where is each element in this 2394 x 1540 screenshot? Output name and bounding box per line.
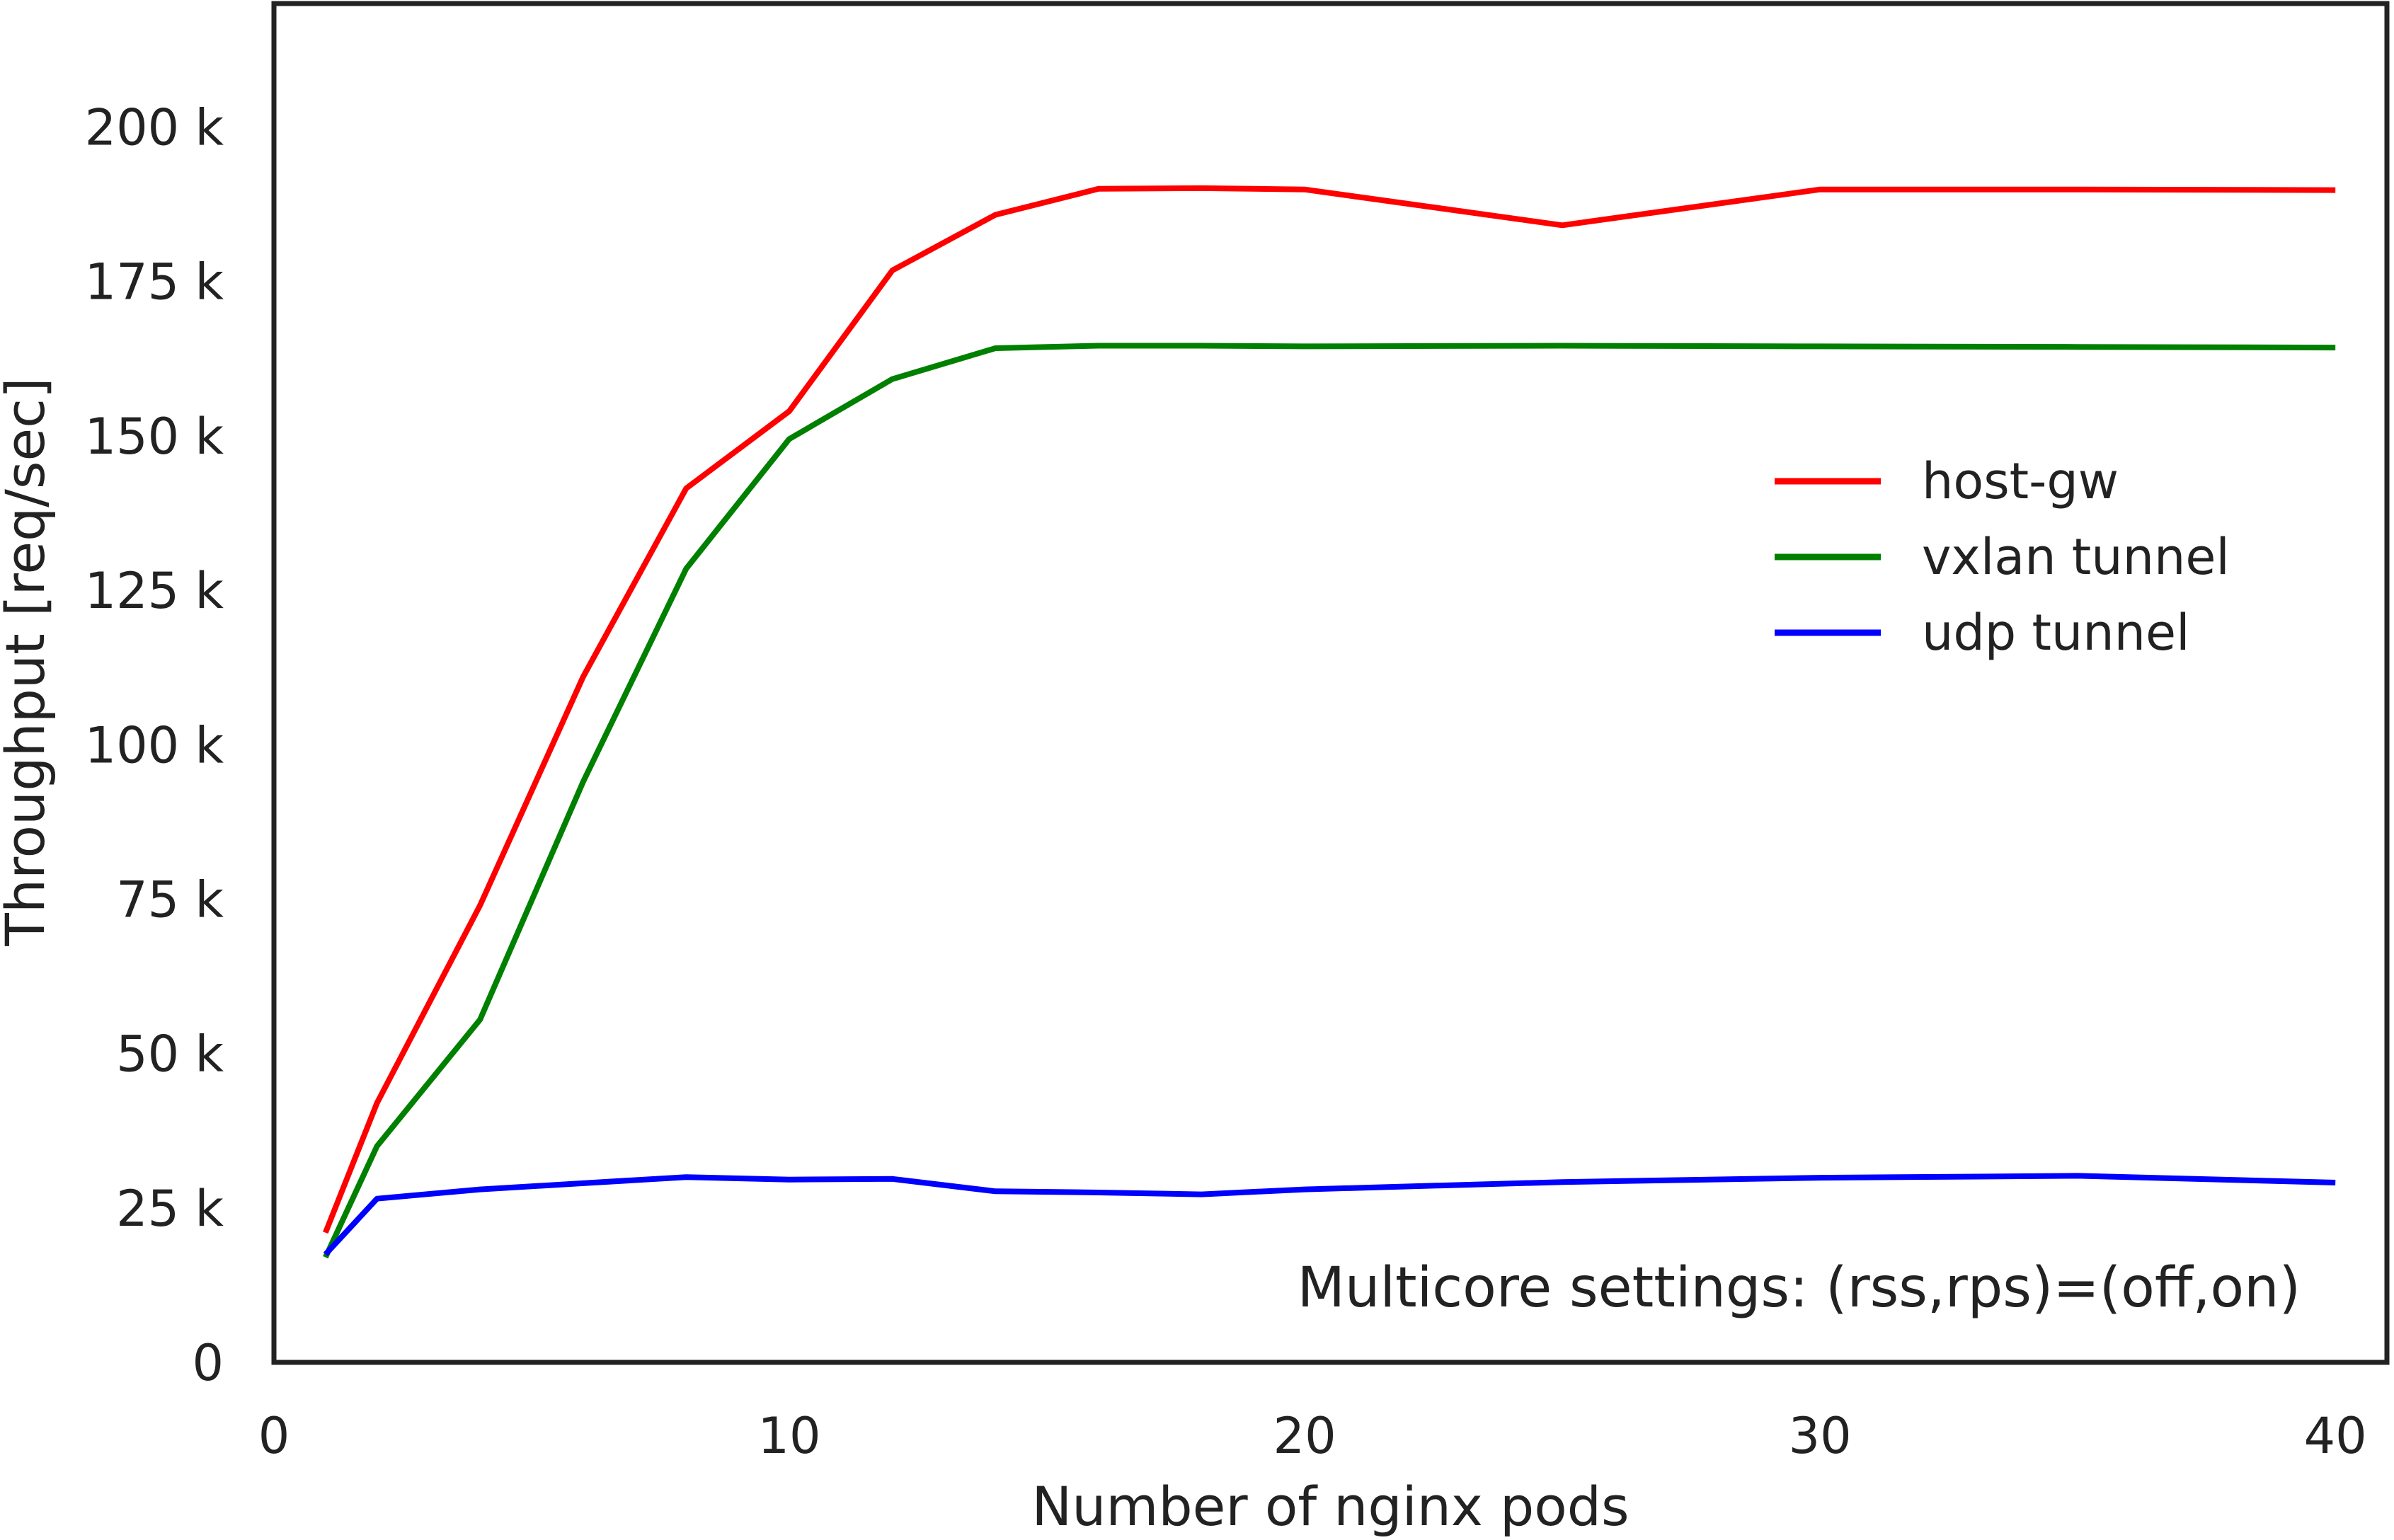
x-axis-label: Number of nginx pods <box>1031 1475 1629 1538</box>
x-tick-label: 20 <box>1273 1407 1336 1465</box>
y-tick-label: 150 k <box>85 408 224 466</box>
legend: host-gw vxlan tunnel udp tunnel <box>1775 452 2230 662</box>
series-line-2 <box>323 343 2336 1259</box>
x-tick-label: 0 <box>258 1407 290 1465</box>
y-tick-label: 100 k <box>85 716 224 774</box>
y-tick-label: 0 <box>192 1334 224 1392</box>
legend-label: udp tunnel <box>1922 604 2190 662</box>
legend-label: host-gw <box>1922 452 2119 510</box>
y-tick-label: 25 k <box>116 1180 224 1238</box>
series-line-3 <box>323 1173 2336 1257</box>
multicore-settings-annotation: Multicore settings: (rss,rps)=(off,on) <box>1298 1256 2301 1320</box>
y-tick-label: 50 k <box>116 1025 224 1084</box>
y-tick-labels: 0 25 k 50 k 75 k 100 k 125 k 150 k 175 k 200 k <box>85 99 224 1392</box>
series-layer <box>323 185 2336 1259</box>
x-tick-label: 10 <box>758 1407 821 1465</box>
y-tick-label: 175 k <box>85 253 224 311</box>
x-tick-label: 30 <box>1789 1407 1852 1465</box>
y-tick-label: 75 k <box>116 870 224 929</box>
legend-label: vxlan tunnel <box>1922 528 2230 586</box>
y-tick-label: 200 k <box>85 99 224 157</box>
series-line-1 <box>323 185 2336 1234</box>
x-tick-labels: 0 10 20 30 40 <box>258 1407 2367 1465</box>
y-axis-label: Throughput [req/sec] <box>0 377 57 946</box>
x-tick-label: 40 <box>2304 1407 2367 1465</box>
plot-frame <box>271 1 2390 1365</box>
y-tick-label: 125 k <box>85 562 224 620</box>
